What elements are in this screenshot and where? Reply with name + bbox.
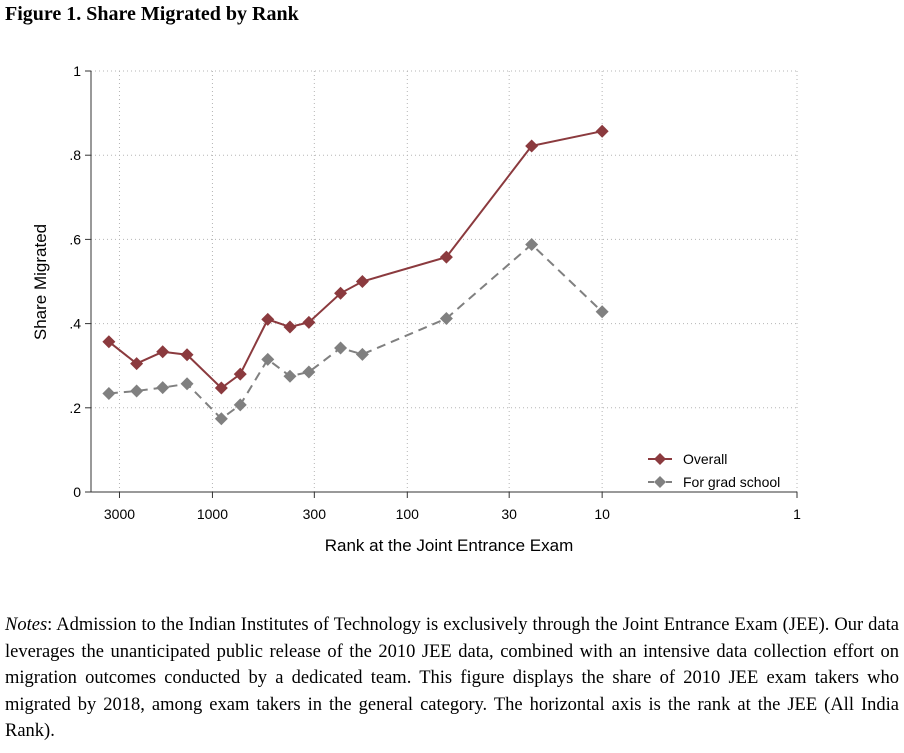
data-point-for-grad-school	[261, 352, 275, 366]
data-point-overall	[302, 315, 316, 329]
y-tick-label: .6	[69, 231, 81, 247]
x-tick-label: 30	[501, 506, 517, 522]
data-point-overall	[595, 124, 609, 138]
data-point-overall	[283, 320, 297, 334]
legend: Overall For grad school	[648, 451, 780, 490]
data-point-for-grad-school	[156, 381, 170, 395]
series-line-overall	[108, 130, 603, 390]
x-axis-title: Rank at the Joint Entrance Exam	[325, 536, 574, 555]
data-point-for-grad-school	[595, 305, 609, 319]
data-point-overall	[102, 335, 116, 349]
data-point-for-grad-school	[130, 384, 144, 398]
data-point-overall	[525, 139, 539, 153]
data-point-overall	[439, 250, 453, 264]
data-point-overall	[180, 348, 194, 362]
line-chart: 0 .2 .4 .6 .8 1 3000 1000 300 100 30 10 1 Overall For…	[31, 63, 801, 555]
data-point-overall	[214, 381, 228, 395]
y-tick-label: .2	[69, 400, 81, 416]
data-point-for-grad-school	[214, 412, 228, 426]
data-point-for-grad-school	[439, 312, 453, 326]
legend-marker-overall	[654, 453, 666, 465]
figure-title: Figure 1. Share Migrated by Rank	[5, 3, 299, 25]
y-axis-title: Share Migrated	[31, 224, 50, 340]
data-point-for-grad-school	[302, 365, 316, 379]
axes: 0 .2 .4 .6 .8 1 3000 1000 300 100 30 10 1	[69, 63, 801, 522]
notes-paragraph: Notes: Admission to the Indian Institute…	[5, 612, 899, 745]
data-point-overall	[334, 286, 348, 300]
data-point-overall	[130, 357, 144, 371]
data-point-overall	[261, 312, 275, 326]
x-tick-label: 3000	[104, 506, 135, 522]
y-tick-label: .4	[69, 316, 81, 332]
data-point-overall	[156, 345, 170, 359]
y-tick-label: 1	[73, 63, 81, 79]
x-tick-label: 1	[793, 506, 801, 522]
series-layer	[102, 124, 609, 426]
x-tick-label: 1000	[197, 506, 228, 522]
legend-label-overall: Overall	[683, 451, 727, 467]
data-point-for-grad-school	[355, 347, 369, 361]
x-tick-label: 300	[303, 506, 327, 522]
data-point-for-grad-school	[283, 369, 297, 383]
data-point-for-grad-school	[525, 237, 539, 251]
notes-label: Notes	[5, 615, 48, 635]
notes-text: : Admission to the Indian Institutes of …	[5, 615, 899, 741]
data-point-overall	[355, 275, 369, 288]
data-point-for-grad-school	[233, 398, 247, 412]
grid	[91, 70, 798, 492]
y-tick-label: .8	[69, 147, 81, 163]
series-line-for-grad-school	[108, 243, 603, 421]
y-tick-label: 0	[73, 484, 81, 500]
data-point-for-grad-school	[180, 377, 194, 391]
data-point-for-grad-school	[102, 386, 116, 400]
data-point-overall	[233, 367, 247, 381]
x-tick-label: 10	[594, 506, 610, 522]
legend-label-for-grad-school: For grad school	[683, 474, 780, 490]
x-tick-label: 100	[396, 506, 420, 522]
legend-marker-for-grad-school	[654, 476, 666, 488]
data-point-for-grad-school	[334, 341, 348, 355]
